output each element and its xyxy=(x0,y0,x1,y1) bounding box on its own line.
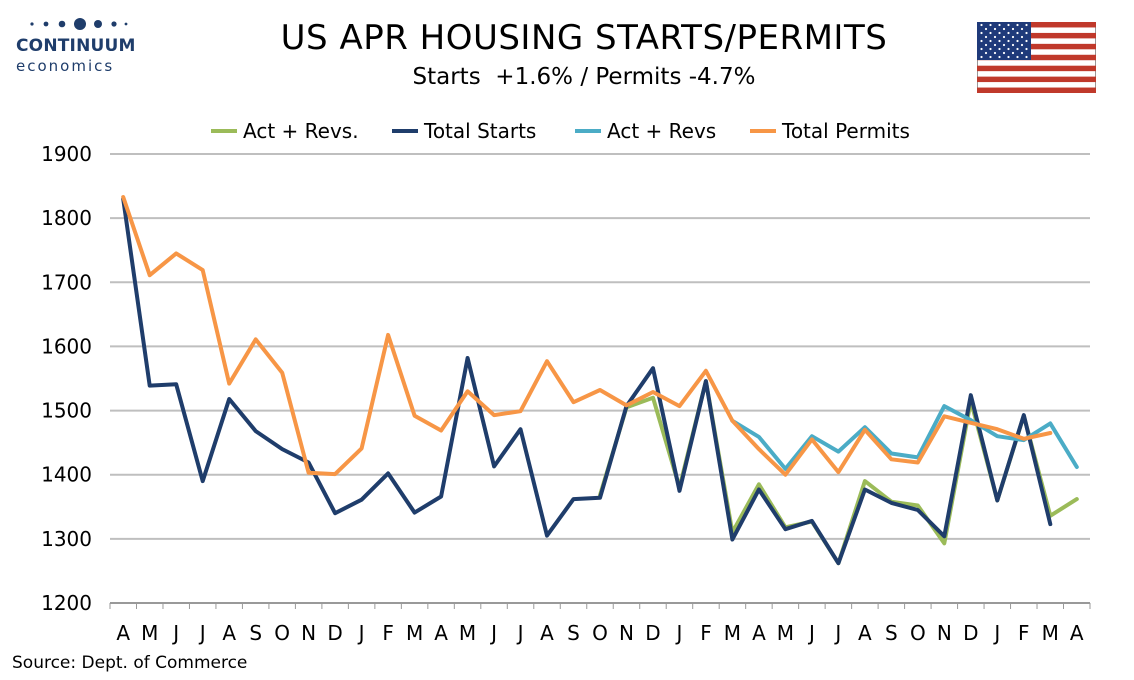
logo-subtitle: economics xyxy=(16,57,115,75)
x-tick-label: M xyxy=(459,621,476,645)
legend-label: Total Permits xyxy=(782,119,910,143)
x-tick-label: J xyxy=(489,621,497,645)
legend-item-total-permits: Total Permits xyxy=(750,118,910,144)
y-tick-label: 1400 xyxy=(41,463,92,487)
legend-label: Total Starts xyxy=(424,119,537,143)
source-note: Source: Dept. of Commerce xyxy=(12,653,248,673)
x-tick-label: D xyxy=(327,621,342,645)
x-tick-label: D xyxy=(963,621,978,645)
chart-title: US APR HOUSING STARTS/PERMITS xyxy=(280,18,888,58)
x-tick-label: M xyxy=(1042,621,1059,645)
x-tick-label: F xyxy=(700,621,712,645)
x-tick-label: O xyxy=(592,621,608,645)
legend-swatch xyxy=(211,129,237,133)
x-tick-label: F xyxy=(382,621,394,645)
series-total-permits xyxy=(121,195,1053,477)
x-tick-label: J xyxy=(198,621,206,645)
x-tick-label: M xyxy=(141,621,158,645)
y-tick-label: 1200 xyxy=(41,591,92,615)
grid-layer xyxy=(110,153,1090,604)
series-layer xyxy=(121,195,1079,566)
x-tick-label: A xyxy=(540,621,554,645)
x-tick-label: M xyxy=(724,621,741,645)
legend-item-act-revs-permits: Act + Revs xyxy=(575,118,716,144)
legend-swatch xyxy=(575,129,601,133)
x-tick-label: J xyxy=(357,621,365,645)
legend-item-total-starts: Total Starts xyxy=(392,118,536,144)
legend-swatch xyxy=(750,129,776,133)
x-tick-label: J xyxy=(675,621,683,645)
x-tick-label: N xyxy=(619,621,634,645)
x-tick-label: F xyxy=(1018,621,1030,645)
x-tick-label: S xyxy=(567,621,580,645)
x-tick-label: J xyxy=(992,621,1000,645)
x-tick-label: O xyxy=(910,621,926,645)
legend-swatch xyxy=(392,129,418,133)
x-tick-label: S xyxy=(885,621,898,645)
y-tick-label: 1900 xyxy=(41,142,92,166)
logo-name: CONTINUUM xyxy=(16,36,136,56)
legend-label: Act + Revs. xyxy=(243,119,359,143)
x-tick-label: M xyxy=(406,621,423,645)
x-tick-label: S xyxy=(249,621,262,645)
y-tick-label: 1500 xyxy=(41,399,92,423)
legend-item-act-revs-starts: Act + Revs. xyxy=(211,118,359,144)
chart-subtitle: Starts +1.6% / Permits -4.7% xyxy=(412,64,756,90)
x-tick-label: M xyxy=(777,621,794,645)
x-tick-label: A xyxy=(116,621,130,645)
chart-legend: Act + Revs. Total Starts Act + Revs Tota… xyxy=(0,118,1134,144)
series-act-revs-permits xyxy=(730,404,1079,471)
x-tick-label: J xyxy=(807,621,815,645)
logo-dots-icon xyxy=(30,18,128,30)
y-axis: 1200 1300 1400 1500 1600 1700 1800 1900 xyxy=(41,142,92,615)
x-tick-label: J xyxy=(516,621,524,645)
x-tick-label: J xyxy=(171,621,179,645)
x-tick-label: A xyxy=(858,621,872,645)
legend-label: Act + Revs xyxy=(607,119,717,143)
y-tick-label: 1700 xyxy=(41,270,92,294)
x-tick-label: A xyxy=(752,621,766,645)
x-tick-label: O xyxy=(274,621,290,645)
x-tick-label: D xyxy=(645,621,660,645)
y-tick-label: 1800 xyxy=(41,206,92,230)
x-tick-label: N xyxy=(301,621,316,645)
y-tick-label: 1600 xyxy=(41,334,92,358)
x-tick-label: A xyxy=(434,621,448,645)
y-tick-label: 1300 xyxy=(41,527,92,551)
x-tick-label: A xyxy=(1070,621,1084,645)
x-tick-label: N xyxy=(937,621,952,645)
us-flag-icon xyxy=(977,22,1096,93)
x-tick-label: A xyxy=(222,621,236,645)
x-tick-label: J xyxy=(833,621,841,645)
series-total-starts xyxy=(121,196,1053,566)
